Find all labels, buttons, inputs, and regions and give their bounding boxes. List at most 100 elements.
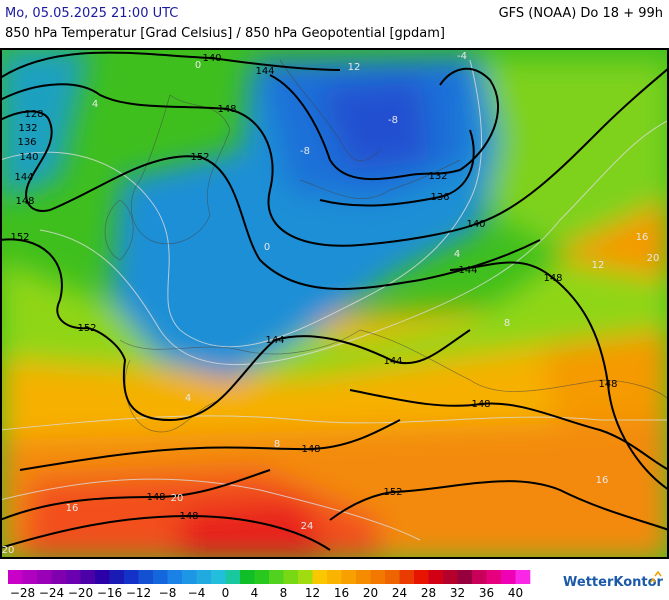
contour-label: 152 [10, 232, 29, 243]
legend-swatch [153, 570, 168, 584]
isotherm-label: 16 [596, 475, 609, 486]
legend-swatch [472, 570, 487, 584]
legend-swatch [95, 570, 110, 584]
legend-swatch [298, 570, 313, 584]
legend-label: 20 [363, 586, 378, 600]
contour-label: 148 [179, 511, 198, 522]
legend-swatch [443, 570, 458, 584]
legend-swatch [385, 570, 400, 584]
legend-swatch [486, 570, 502, 584]
legend-swatch [356, 570, 371, 584]
isotherm-label: -8 [300, 146, 310, 157]
contour-label: 152 [77, 323, 96, 334]
legend-label: 12 [305, 586, 320, 600]
legend-swatch [515, 570, 531, 584]
legend-swatch [8, 570, 23, 584]
contour-label: 152 [383, 487, 402, 498]
run-time: Mo, 05.05.2025 21:00 UTC [5, 6, 179, 21]
isotherm-label: 12 [592, 260, 605, 271]
contour-label: 148 [543, 273, 562, 284]
legend-swatch [80, 570, 96, 584]
legend-swatch [240, 570, 255, 584]
legend-swatch [109, 570, 125, 584]
legend-label: 24 [392, 586, 407, 600]
isotherm-label: 8 [504, 318, 510, 329]
legend-label: 0 [222, 586, 230, 600]
legend-swatch [22, 570, 38, 584]
legend-swatch [254, 570, 270, 584]
contour-label: 148 [471, 399, 490, 410]
contour-label: 144 [255, 66, 274, 77]
map-title: 850 hPa Temperatur [Grad Celsius] / 850 … [5, 26, 446, 41]
isotherm-label: 24 [301, 521, 314, 532]
map-frame [0, 48, 669, 559]
legend-swatch [399, 570, 415, 584]
legend-label: 40 [508, 586, 523, 600]
legend-swatch [428, 570, 444, 584]
legend-label: 32 [450, 586, 465, 600]
contour-label: 128 [24, 109, 43, 120]
legend-swatch [196, 570, 212, 584]
legend-swatch [370, 570, 386, 584]
legend-label: 28 [421, 586, 436, 600]
isotherm-label: 4 [454, 249, 460, 260]
isotherm-label: 12 [348, 62, 361, 73]
isotherm-label: 20 [647, 253, 660, 264]
contour-label: 144 [14, 172, 33, 183]
isotherm-label: 16 [636, 232, 649, 243]
legend-label: −24 [39, 586, 64, 600]
legend-swatch [327, 570, 342, 584]
legend-label: −8 [159, 586, 177, 600]
contour-label: 136 [430, 192, 449, 203]
contour-label: 144 [383, 356, 402, 367]
legend-swatch [167, 570, 183, 584]
legend-swatch [51, 570, 67, 584]
legend-swatch [312, 570, 328, 584]
legend-swatch [37, 570, 52, 584]
contour-label: 140 [19, 152, 38, 163]
legend-label: 36 [479, 586, 494, 600]
legend-swatch [66, 570, 81, 584]
isotherm-label: 4 [185, 393, 191, 404]
contour-label: 148 [217, 104, 236, 115]
isotherm-label: -4 [457, 51, 467, 62]
contour-label: 140 [466, 219, 485, 230]
temperature-field [1, 49, 668, 558]
legend-swatch [341, 570, 357, 584]
contour-label: 144 [458, 265, 477, 276]
isotherm-label: 8 [274, 439, 280, 450]
contour-label: 140 [202, 53, 221, 64]
legend-label: −28 [10, 586, 35, 600]
legend-swatch [457, 570, 473, 584]
legend-label: 16 [334, 586, 349, 600]
contour-label: 148 [301, 444, 320, 455]
contour-label: 148 [598, 379, 617, 390]
legend-label: 8 [280, 586, 288, 600]
brand-logo: WetterKontor [563, 575, 664, 590]
contour-label: 136 [17, 137, 36, 148]
legend-swatch [211, 570, 226, 584]
legend-swatch [501, 570, 516, 584]
contour-label: 144 [265, 335, 284, 346]
contour-label: 152 [190, 152, 209, 163]
isotherm-label: 16 [66, 503, 79, 514]
legend-swatch [138, 570, 154, 584]
contour-label: 132 [428, 171, 447, 182]
isotherm-label: 20 [2, 545, 15, 556]
legend-swatch [182, 570, 197, 584]
legend-swatch [283, 570, 299, 584]
legend-swatch [414, 570, 429, 584]
isotherm-label: 0 [195, 60, 201, 71]
legend-swatch [269, 570, 284, 584]
isotherm-label: 20 [171, 493, 184, 504]
logo-icon [650, 570, 662, 583]
legend-label: −16 [97, 586, 122, 600]
contour-label: 148 [15, 196, 34, 207]
contour-label: 148 [146, 492, 165, 503]
isotherm-label: 0 [264, 242, 270, 253]
legend-label: −12 [126, 586, 151, 600]
isotherm-label: -8 [388, 115, 398, 126]
legend-label: −20 [68, 586, 93, 600]
